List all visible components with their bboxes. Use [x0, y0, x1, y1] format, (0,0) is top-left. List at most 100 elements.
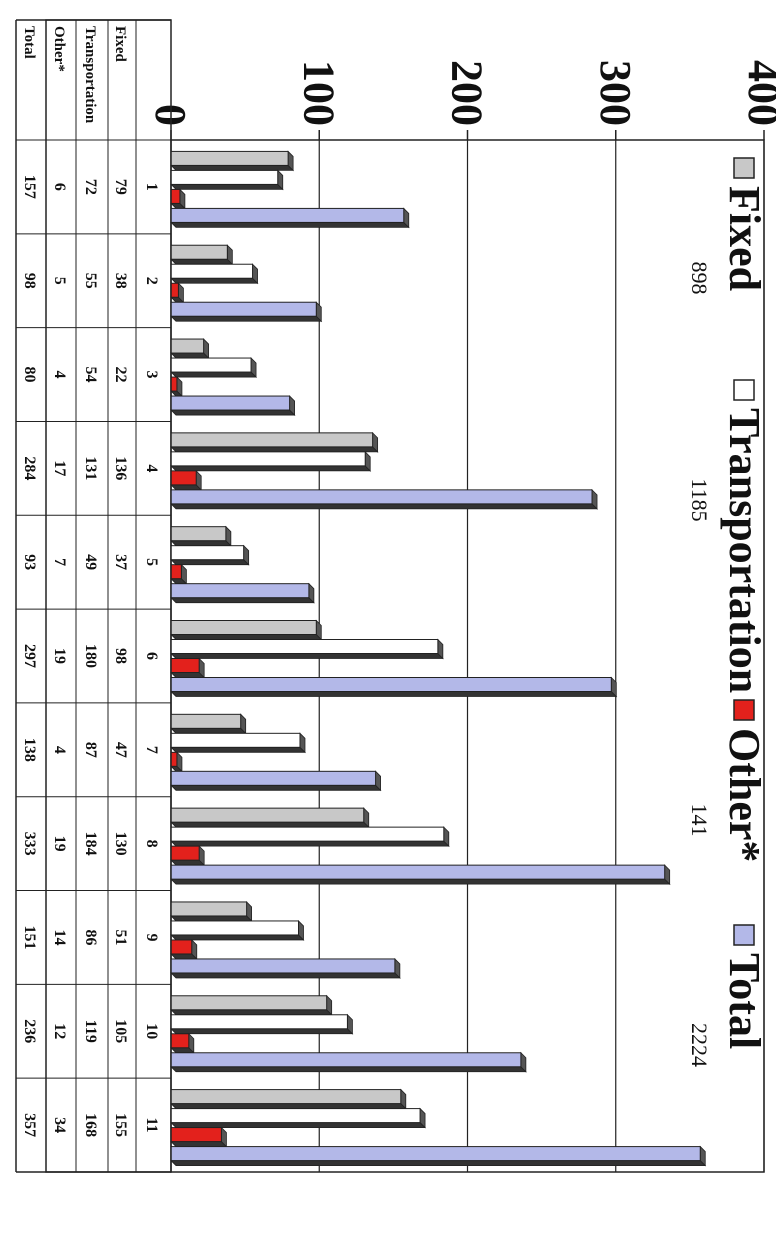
data-label: 49	[82, 554, 99, 570]
legend-label-transportation: Transportation	[720, 408, 769, 693]
bar-total	[170, 207, 405, 223]
bar-side-total	[170, 597, 315, 604]
bar-other	[170, 282, 179, 298]
bar-side-transportation	[170, 746, 306, 753]
data-label: 34	[51, 1117, 68, 1133]
bar-side-fixed	[170, 1009, 333, 1016]
y-tick-label: 100	[294, 60, 343, 126]
bar-total	[170, 583, 310, 599]
legend-label-fixed: Fixed	[720, 186, 769, 291]
bar-transportation	[170, 639, 439, 654]
data-label: 38	[112, 273, 129, 289]
bar-transportation	[170, 545, 245, 561]
x-category-label: 7	[143, 746, 160, 754]
data-label: 79	[112, 179, 129, 195]
bar-transportation	[170, 357, 252, 373]
data-label: 55	[82, 273, 99, 289]
data-label: 22	[112, 367, 129, 383]
bar-fixed	[170, 995, 328, 1011]
bar-side-fixed	[170, 540, 232, 547]
legend-total-fixed: 898	[687, 262, 712, 295]
data-label: 14	[51, 929, 68, 945]
data-label: 333	[21, 832, 38, 856]
bar-side-fixed	[170, 446, 379, 453]
bar-total	[170, 1146, 701, 1162]
data-label: 119	[82, 1020, 99, 1043]
data-label: 284	[21, 456, 38, 480]
data-label: 72	[82, 179, 99, 195]
data-label: 19	[51, 836, 68, 852]
bar-other	[170, 1033, 190, 1049]
bar-side-transportation	[170, 840, 450, 847]
bar-side-fixed	[170, 634, 323, 640]
data-label: 130	[112, 832, 129, 856]
bar-side-transportation	[170, 559, 250, 566]
table-row-header-transportation: Transportation	[82, 26, 98, 124]
bar-total	[170, 301, 317, 317]
data-label: 297	[21, 644, 38, 668]
bar-side-total	[170, 972, 401, 979]
data-label: 37	[112, 554, 129, 570]
x-category-label: 8	[143, 840, 160, 848]
legend-swatch-transportation	[733, 379, 755, 401]
x-category-label: 6	[143, 652, 160, 660]
bar-total	[170, 864, 666, 880]
bar-transportation	[170, 169, 279, 185]
data-label: 168	[82, 1113, 99, 1137]
legend-label-other: Other*	[720, 728, 769, 862]
bar-transportation	[170, 1014, 348, 1030]
data-label: 5	[51, 277, 68, 285]
bar-side-total	[170, 784, 382, 791]
bar-total	[170, 958, 396, 974]
bar-side-fixed	[170, 821, 370, 828]
bar-side-total	[170, 1066, 527, 1073]
table-row-header-other: Other*	[51, 26, 67, 72]
bar-side-fixed	[170, 258, 234, 265]
bar-side-transportation	[170, 653, 444, 659]
bar-side-fixed	[170, 1103, 407, 1109]
legend-swatch-other	[733, 699, 755, 721]
bar-other	[170, 939, 193, 955]
data-label: 184	[82, 832, 99, 856]
data-label: 151	[21, 925, 38, 949]
bar-total	[170, 1052, 522, 1068]
bar-fixed	[170, 620, 317, 635]
bar-transportation	[170, 451, 366, 467]
bar-side-fixed	[170, 915, 253, 922]
bar-side-transportation	[170, 277, 259, 284]
data-label: 138	[21, 738, 38, 762]
data-label: 93	[21, 554, 38, 570]
bar-side-transportation	[170, 1122, 427, 1128]
y-tick-label: 300	[591, 60, 640, 126]
bar-side-total	[170, 409, 296, 416]
legend: Fixed 898 Transportation 1185 Other* 141 Total…	[687, 157, 769, 1067]
y-tick-label: 400	[739, 60, 776, 126]
bar-side-fixed	[170, 352, 210, 359]
legend-total-total: 2224	[687, 1023, 712, 1067]
bar-side-transportation	[170, 465, 372, 472]
bar-fixed	[170, 807, 365, 823]
y-tick-label: 200	[443, 60, 492, 126]
bar-total	[170, 395, 291, 411]
x-category-label: 5	[143, 558, 160, 566]
bar-transportation	[170, 1108, 421, 1124]
bar-fixed	[170, 713, 242, 729]
data-label: 4	[51, 746, 68, 754]
data-label: 19	[51, 648, 68, 664]
bar-side-other	[170, 672, 206, 678]
y-axis: 0 100 200 300 400	[146, 60, 776, 140]
bar-side-other	[170, 1141, 228, 1147]
data-label: 86	[82, 929, 99, 945]
bar-transportation	[170, 263, 254, 279]
bar-side-transportation	[170, 371, 258, 378]
data-label: 136	[112, 456, 129, 480]
data-label: 87	[82, 742, 99, 758]
bar-transportation	[170, 920, 299, 936]
x-category-label: 9	[143, 933, 160, 941]
bar-other	[170, 1127, 222, 1143]
bar-fixed	[170, 526, 227, 542]
bar-side-total	[170, 878, 671, 885]
data-label: 54	[82, 367, 99, 383]
bar-transportation	[170, 732, 301, 748]
